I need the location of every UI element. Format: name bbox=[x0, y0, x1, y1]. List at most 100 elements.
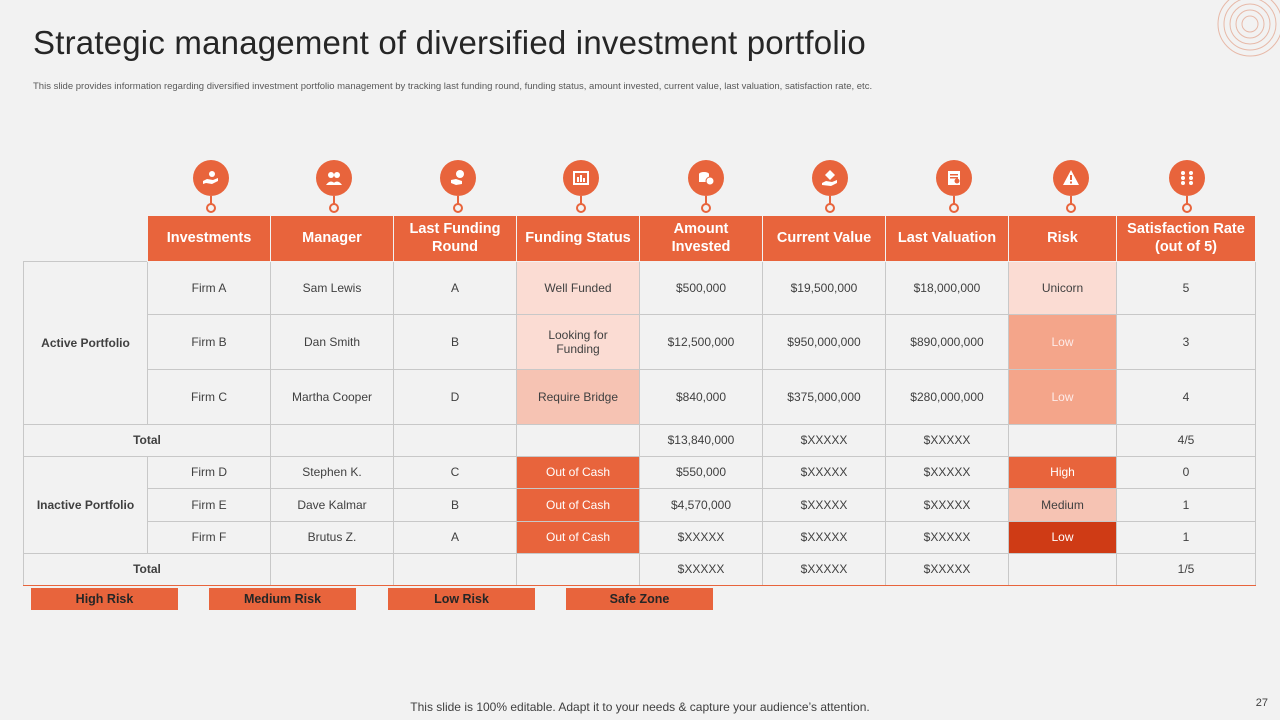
cell-rate: 5 bbox=[1116, 260, 1256, 315]
cell-empty bbox=[516, 552, 640, 586]
cell-rate: 1 bbox=[1116, 520, 1256, 554]
cell-valuation: $890,000,000 bbox=[885, 313, 1009, 370]
cell-rate: 4 bbox=[1116, 368, 1256, 425]
cell-status: Out of Cash bbox=[516, 520, 640, 554]
cell-round: A bbox=[393, 520, 517, 554]
cell-valuation: $XXXXX bbox=[885, 455, 1009, 489]
header-current-value: Current Value bbox=[762, 216, 886, 262]
cell-risk: Low bbox=[1008, 368, 1117, 425]
cell-firm: Firm C bbox=[147, 368, 271, 425]
manager-icon bbox=[316, 160, 352, 216]
table-row: Firm C Martha Cooper D Require Bridge $8… bbox=[24, 368, 1256, 425]
table-row: Inactive Portfolio Firm D Stephen K. C O… bbox=[23, 455, 1256, 554]
table-row: Active Portfolio Firm A Sam Lewis A Well… bbox=[23, 260, 1256, 425]
page-title: Strategic management of diversified inve… bbox=[33, 24, 866, 61]
cell-risk: Unicorn bbox=[1008, 260, 1117, 315]
total-row: Total $13,840,000 $XXXXX $XXXXX 4/5 bbox=[23, 423, 1256, 457]
cell-current: $375,000,000 bbox=[762, 368, 886, 425]
footer-note: This slide is 100% editable. Adapt it to… bbox=[410, 700, 870, 714]
header-investments: Investments bbox=[147, 216, 271, 262]
legend-high-risk: High Risk bbox=[31, 588, 178, 610]
table-row: Firm F Brutus Z. A Out of Cash $XXXXX $X… bbox=[24, 520, 1256, 554]
cell-amount: $12,500,000 bbox=[639, 313, 763, 370]
total-amount: $13,840,000 bbox=[639, 423, 763, 457]
cell-valuation: $18,000,000 bbox=[885, 260, 1009, 315]
header-row: Investments Manager Last Funding Round F… bbox=[24, 216, 1256, 262]
total-amount: $XXXXX bbox=[639, 552, 763, 586]
current-value-icon bbox=[812, 160, 848, 216]
cell-manager: Dan Smith bbox=[270, 313, 394, 370]
header-last-funding-round: Last Funding Round bbox=[393, 216, 517, 262]
cell-status: Well Funded bbox=[516, 260, 640, 315]
cell-round: B bbox=[393, 487, 517, 522]
cell-valuation: $XXXXX bbox=[885, 487, 1009, 522]
cell-round: A bbox=[393, 260, 517, 315]
cell-rate: 3 bbox=[1116, 313, 1256, 370]
cell-status: Require Bridge bbox=[516, 368, 640, 425]
cell-empty bbox=[393, 423, 517, 457]
cell-current: $950,000,000 bbox=[762, 313, 886, 370]
header-blank bbox=[24, 216, 148, 261]
cell-valuation: $280,000,000 bbox=[885, 368, 1009, 425]
satisfaction-rate-icon bbox=[1169, 160, 1205, 216]
page-subtitle: This slide provides information regardin… bbox=[33, 81, 873, 92]
cell-empty bbox=[393, 552, 517, 586]
cell-round: D bbox=[393, 368, 517, 425]
legend-medium-risk: Medium Risk bbox=[209, 588, 356, 610]
legend-safe-zone: Safe Zone bbox=[566, 588, 713, 610]
cell-valuation: $XXXXX bbox=[885, 520, 1009, 554]
cell-manager: Sam Lewis bbox=[270, 260, 394, 315]
cell-rate: 0 bbox=[1116, 455, 1256, 489]
cell-firm: Firm D bbox=[147, 455, 271, 489]
cell-amount: $4,570,000 bbox=[639, 487, 763, 522]
cell-amount: $840,000 bbox=[639, 368, 763, 425]
amount-invested-icon bbox=[688, 160, 724, 216]
cell-risk: High bbox=[1008, 455, 1117, 489]
total-valuation: $XXXXX bbox=[885, 423, 1009, 457]
risk-warning-icon bbox=[1053, 160, 1089, 216]
cell-amount: $550,000 bbox=[639, 455, 763, 489]
cell-manager: Dave Kalmar bbox=[270, 487, 394, 522]
cell-empty bbox=[270, 423, 394, 457]
total-current: $XXXXX bbox=[762, 552, 886, 586]
total-current: $XXXXX bbox=[762, 423, 886, 457]
cell-empty bbox=[516, 423, 640, 457]
cell-round: B bbox=[393, 313, 517, 370]
cell-firm: Firm E bbox=[147, 487, 271, 522]
header-risk: Risk bbox=[1008, 216, 1117, 262]
total-label: Total bbox=[23, 423, 271, 457]
header-last-valuation: Last Valuation bbox=[885, 216, 1009, 262]
cell-risk: Low bbox=[1008, 520, 1117, 554]
total-label: Total bbox=[23, 552, 271, 586]
cell-risk: Medium bbox=[1008, 487, 1117, 522]
header-funding-status: Funding Status bbox=[516, 216, 640, 262]
cell-empty bbox=[1008, 552, 1117, 586]
cell-firm: Firm A bbox=[147, 260, 271, 315]
cell-firm: Firm B bbox=[147, 313, 271, 370]
header-amount-invested: Amount Invested bbox=[639, 216, 763, 262]
table-row: Firm B Dan Smith B Looking for Funding $… bbox=[24, 313, 1256, 370]
legend-low-risk: Low Risk bbox=[388, 588, 535, 610]
cell-current: $XXXXX bbox=[762, 520, 886, 554]
cell-amount: $XXXXX bbox=[639, 520, 763, 554]
cell-manager: Stephen K. bbox=[270, 455, 394, 489]
cell-status: Out of Cash bbox=[516, 455, 640, 489]
total-rate: 4/5 bbox=[1116, 423, 1256, 457]
funding-round-icon bbox=[440, 160, 476, 216]
cell-risk: Low bbox=[1008, 313, 1117, 370]
cell-current: $XXXXX bbox=[762, 455, 886, 489]
total-row: Total $XXXXX $XXXXX $XXXXX 1/5 bbox=[23, 552, 1256, 586]
cell-round: C bbox=[393, 455, 517, 489]
investment-hand-icon bbox=[193, 160, 229, 216]
group-label-inactive: Inactive Portfolio bbox=[23, 455, 148, 554]
cell-status: Out of Cash bbox=[516, 487, 640, 522]
header-manager: Manager bbox=[270, 216, 394, 262]
cell-manager: Martha Cooper bbox=[270, 368, 394, 425]
page-number: 27 bbox=[1255, 697, 1268, 709]
table-row: Firm E Dave Kalmar B Out of Cash $4,570,… bbox=[24, 487, 1256, 522]
cell-empty bbox=[1008, 423, 1117, 457]
cell-status: Looking for Funding bbox=[516, 313, 640, 370]
cell-current: $19,500,000 bbox=[762, 260, 886, 315]
cell-rate: 1 bbox=[1116, 487, 1256, 522]
group-label-active: Active Portfolio bbox=[23, 260, 148, 425]
